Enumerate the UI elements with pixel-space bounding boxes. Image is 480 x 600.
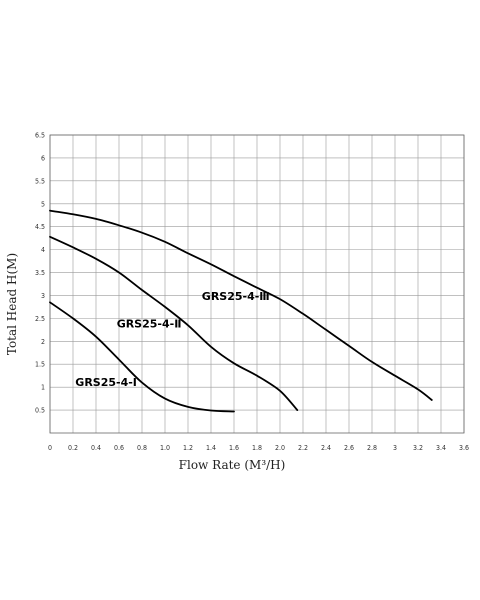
series-label: GRS25-4-Ⅱ — [117, 318, 182, 331]
y-axis-title: Total Head H(M) — [5, 253, 19, 355]
y-tick-label: 2 — [41, 338, 45, 346]
x-tick-label: 1.6 — [229, 444, 239, 452]
x-tick-label: 2.8 — [367, 444, 377, 452]
y-tick-label: 1 — [41, 384, 45, 392]
x-tick-label: 1.0 — [160, 444, 170, 452]
x-tick-label: 2.4 — [321, 444, 331, 452]
y-tick-label: 5.5 — [35, 177, 45, 185]
y-tick-label: 3.5 — [35, 269, 45, 277]
y-tick-label: 5 — [41, 200, 45, 208]
y-tick-label: 3 — [41, 292, 45, 300]
x-axis-ticks: 0 0.2 0.4 0.6 0.8 1.0 1.2 1.4 1.6 1.8 2.0 2.2 2.4 2.6… — [48, 444, 469, 452]
y-tick-label: 4 — [41, 246, 45, 254]
series-label: GRS25-4-Ⅰ — [75, 376, 137, 389]
x-tick-label: 2.2 — [298, 444, 308, 452]
x-tick-label: 1.8 — [252, 444, 262, 452]
x-tick-label: 0.6 — [114, 444, 124, 452]
x-tick-label: 1.2 — [183, 444, 193, 452]
performance-curves — [49, 209, 433, 413]
y-tick-label: 0.5 — [35, 407, 45, 415]
x-tick-label: 2.0 — [275, 444, 285, 452]
x-tick-label: 3 — [393, 444, 397, 452]
x-tick-label: 0.4 — [91, 444, 101, 452]
series-line — [49, 301, 235, 413]
y-tick-label: 2.5 — [35, 315, 45, 323]
grid — [49, 134, 465, 433]
x-tick-label: 3.2 — [413, 444, 423, 452]
y-tick-label: 6 — [41, 154, 45, 162]
y-axis-ticks: 0.5 1 1.5 2 2.5 3 3.5 4 4.5 5 5.5 6 6.5 — [35, 132, 45, 415]
y-tick-label: 1.5 — [35, 361, 45, 369]
x-tick-label: 1.4 — [206, 444, 216, 452]
series-line — [49, 235, 299, 411]
x-tick-label: 2.6 — [344, 444, 354, 452]
x-tick-label: 0 — [48, 444, 52, 452]
plot-frame — [49, 134, 465, 434]
y-tick-label: 6.5 — [35, 132, 45, 140]
x-tick-label: 3.6 — [459, 444, 469, 452]
x-tick-label: 3.4 — [436, 444, 446, 452]
series-label: GRS25-4-Ⅲ — [202, 290, 270, 303]
series-line — [49, 209, 433, 401]
y-tick-label: 4.5 — [35, 223, 45, 231]
x-tick-label: 0.2 — [68, 444, 78, 452]
x-axis-title: Flow Rate (M³/H) — [179, 458, 286, 472]
x-tick-label: 0.8 — [137, 444, 147, 452]
series-labels: GRS25-4-Ⅰ GRS25-4-Ⅱ GRS25-4-Ⅲ — [75, 290, 269, 389]
